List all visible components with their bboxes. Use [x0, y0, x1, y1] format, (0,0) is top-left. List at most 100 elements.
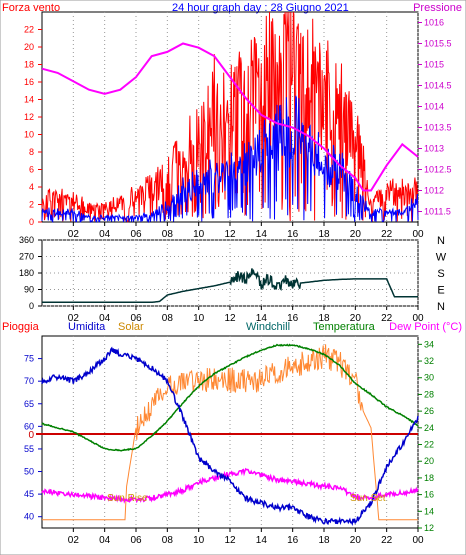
pressure-tick-label: 1016	[424, 18, 444, 28]
x-tick-label: 12	[224, 313, 236, 324]
pressure-axis-title: Pressione	[413, 2, 462, 14]
temperature-tick-label: 28	[424, 389, 434, 399]
wind-tick-label: 6	[29, 165, 34, 175]
x-tick-label: 20	[350, 229, 362, 240]
x-tick-label: 06	[130, 313, 142, 324]
wind-tick-label: 0	[29, 217, 34, 227]
pressure-tick-label: 1015.5	[424, 39, 452, 49]
wind-tick-label: 2	[29, 200, 34, 210]
top-right-ticks: 1011.5 1012 1012.5 1013 1013.5 1014 1014.5 1015…	[418, 18, 452, 217]
compass-label: N	[437, 235, 445, 247]
wind-gust-line	[41, 95, 419, 224]
x-tick-label: 20	[350, 313, 362, 324]
temperature-tick-label: 34	[424, 339, 434, 349]
wind-tick-label: 16	[24, 77, 34, 87]
humidity-tick-label: 60	[24, 421, 34, 431]
x-tick-label: 02	[68, 535, 80, 546]
compass-label: S	[437, 268, 444, 280]
temperature-tick-label: 32	[424, 356, 434, 366]
x-tick-label: 22	[381, 229, 393, 240]
bottom-left-ticks: 40 45 50 55 60 65 70 75	[24, 354, 42, 522]
top-series	[41, 11, 419, 224]
legend-windchill: Windchill	[246, 321, 290, 333]
temperature-tick-label: 24	[424, 423, 434, 433]
pressure-tick-label: 1013	[424, 144, 444, 154]
pressure-tick-label: 1014	[424, 102, 444, 112]
x-tick-label: 08	[162, 229, 174, 240]
x-tick-label: 02	[68, 229, 80, 240]
pressure-tick-label: 1015	[424, 60, 444, 70]
pressure-tick-label: 1012	[424, 186, 444, 196]
wind-tick-label: 4	[29, 182, 34, 192]
direction-ticks: 0 90 180 270 360	[19, 235, 42, 311]
x-tick-label: 16	[287, 229, 299, 240]
sunset-label: Sun Set	[350, 493, 386, 504]
x-tick-label: 22	[381, 313, 393, 324]
legend-dewpoint: Dew Point (°C)	[389, 321, 462, 333]
compass-label: N	[437, 301, 445, 313]
pressure-tick-label: 1013.5	[424, 123, 452, 133]
wind-tick-label: 8	[29, 147, 34, 157]
x-tick-label: 14	[256, 229, 268, 240]
x-tick-label: 16	[287, 535, 299, 546]
top-left-ticks: 0 2 4 6 8 10 12 14 16 18 20 22	[24, 25, 42, 227]
x-tick-label: 04	[99, 229, 111, 240]
dewpoint-line	[41, 467, 419, 504]
x-tick-label: 04	[99, 313, 111, 324]
wind-tick-label: 10	[24, 130, 34, 140]
direction-grid	[42, 239, 419, 307]
sunrise-label: Sun Rise	[107, 493, 148, 504]
x-tick-label: 10	[193, 229, 205, 240]
direction-tick-label: 270	[19, 252, 34, 262]
x-tick-label: 14	[256, 535, 268, 546]
x-tick-label: 02	[68, 313, 80, 324]
legend-temperature: Temperatura	[313, 321, 376, 333]
direction-tick-label: 0	[29, 301, 34, 311]
wind-tick-label: 14	[24, 95, 34, 105]
x-tick-label: 18	[318, 535, 330, 546]
x-tick-label: 00	[412, 229, 424, 240]
wind-tick-label: 20	[24, 42, 34, 52]
wind-tick-label: 22	[24, 25, 34, 35]
x-tick-label: 10	[193, 313, 205, 324]
solar-line	[42, 344, 418, 521]
x-tick-label: 06	[130, 229, 142, 240]
x-tick-label: 08	[162, 535, 174, 546]
temperature-tick-label: 20	[424, 456, 434, 466]
x-tick-label: 16	[287, 313, 299, 324]
pressure-tick-label: 1012.5	[424, 165, 452, 175]
bottom-x-ticks: 02 04 06 08 10 12 14 16 18 20 22 00	[68, 528, 424, 546]
x-tick-label: 06	[130, 535, 142, 546]
x-tick-label: 12	[224, 535, 236, 546]
temperature-tick-label: 18	[424, 473, 434, 483]
x-tick-label: 10	[193, 535, 205, 546]
x-tick-label: 22	[381, 535, 393, 546]
x-tick-label: 00	[412, 535, 424, 546]
legend-rain: Pioggia	[2, 321, 40, 333]
direction-tick-label: 360	[19, 235, 34, 245]
pressure-tick-label: 1011.5	[424, 207, 451, 217]
pressure-tick-label: 1014.5	[424, 81, 452, 91]
direction-tick-label: 180	[19, 268, 34, 278]
humidity-tick-label: 45	[24, 489, 34, 499]
x-tick-label: 14	[256, 313, 268, 324]
humidity-tick-label: 50	[24, 467, 34, 477]
temperature-tick-label: 22	[424, 440, 434, 450]
direction-tick-label: 90	[24, 285, 34, 295]
legend-humidity: Umidita	[68, 321, 106, 333]
top-x-ticks: 02 04 06 08 10 12 14 16 18 20 22 00 02 04 06 08 10 12 14 16…	[68, 222, 424, 324]
x-tick-label: 04	[99, 535, 111, 546]
bottom-right-ticks: 12 14 16 18 20 22 24 26 28 30 32 34	[418, 339, 434, 533]
wind-direction-line	[42, 268, 418, 304]
humidity-tick-label: 70	[24, 376, 34, 386]
humidity-tick-label: 55	[24, 444, 34, 454]
x-tick-label: 18	[318, 229, 330, 240]
x-tick-label: 20	[350, 535, 362, 546]
rain-value: 0	[28, 430, 34, 441]
humidity-tick-label: 40	[24, 512, 34, 522]
temperature-tick-label: 30	[424, 373, 434, 383]
compass-label: W	[436, 252, 447, 264]
legend-solar: Solar	[118, 321, 144, 333]
